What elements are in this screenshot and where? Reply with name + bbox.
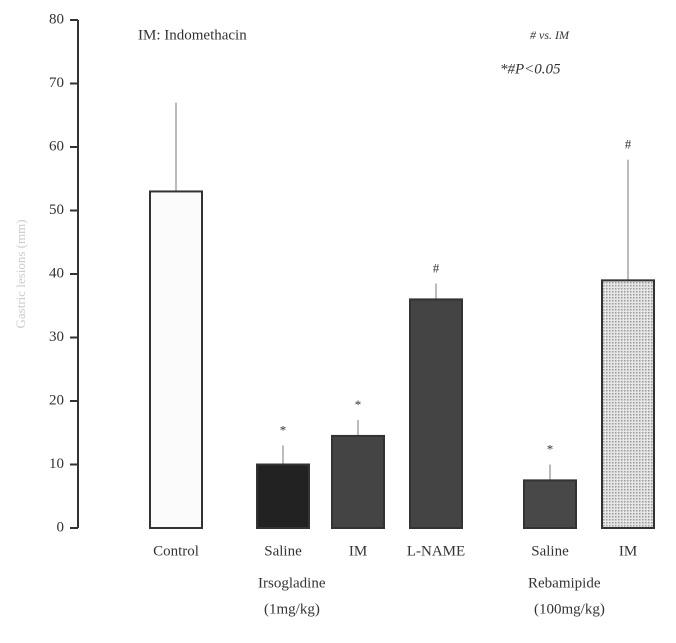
x-tick-label: IM [619, 543, 637, 559]
y-tick-label: 80 [49, 11, 64, 27]
group-label: (100mg/kg) [534, 601, 605, 617]
annotation: *#P<0.05 [500, 61, 561, 77]
y-tick-label: 20 [49, 392, 64, 408]
y-tick-label: 50 [49, 202, 64, 218]
significance-marker: * [547, 441, 554, 456]
group-label: Rebamipide [528, 575, 601, 591]
y-axis-label: Gastric lesions (mm) [13, 219, 28, 328]
y-tick-label: 30 [49, 329, 64, 345]
bar [601, 279, 655, 529]
bar [331, 434, 385, 529]
significance-marker: # [625, 137, 632, 152]
group-label: (1mg/kg) [264, 601, 320, 617]
x-tick-label: L-NAME [407, 543, 465, 559]
y-tick-label: 60 [49, 138, 64, 154]
significance-marker: # [433, 261, 440, 276]
x-tick-label: IM [349, 543, 367, 559]
annotation: IM: Indomethacin [138, 27, 247, 43]
annotation: # vs. IM [530, 28, 570, 42]
bar [149, 190, 203, 529]
x-tick-label: Control [153, 543, 199, 559]
group-label: Irsogladine [258, 575, 326, 591]
significance-marker: * [280, 422, 287, 437]
y-tick-label: 40 [49, 265, 64, 281]
bar [409, 298, 463, 529]
y-tick-label: 0 [57, 519, 65, 535]
x-tick-label: Saline [531, 543, 569, 559]
significance-marker: * [355, 397, 362, 412]
bar [523, 479, 577, 529]
y-tick-label: 70 [49, 75, 64, 91]
x-tick-label: Saline [264, 543, 302, 559]
bar [256, 463, 310, 529]
y-tick-label: 10 [49, 456, 64, 472]
